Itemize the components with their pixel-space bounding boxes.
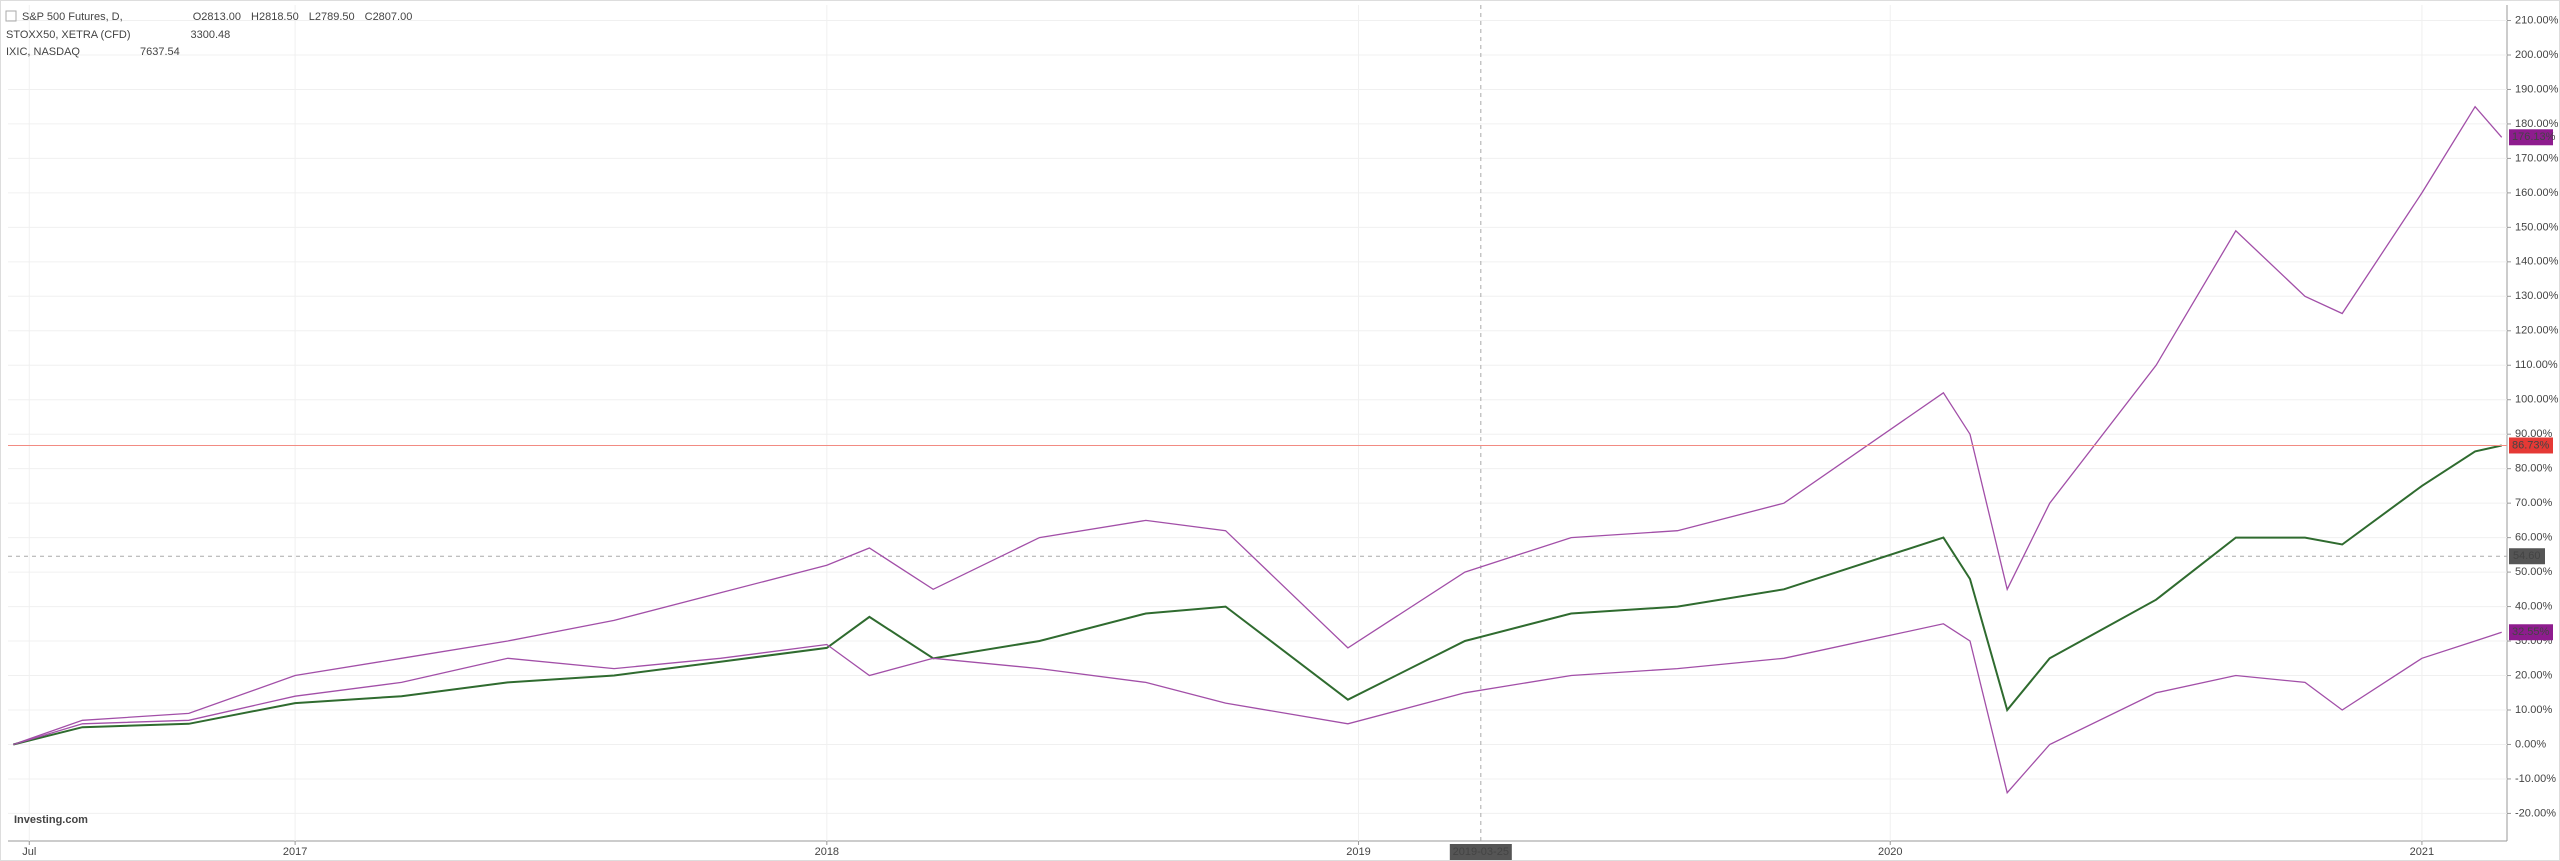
ohlc-value: L2789.50 bbox=[309, 11, 355, 23]
series-line bbox=[13, 105, 2503, 746]
ohlc-value: C2807.00 bbox=[365, 11, 413, 23]
y-tick-label: 10.00% bbox=[2515, 704, 2553, 716]
x-tick-label: Jul bbox=[22, 846, 36, 858]
price-tag-label: 176.13% bbox=[2512, 131, 2556, 143]
ohlc-value: O2813.00 bbox=[193, 11, 241, 23]
y-tick-label: 90.00% bbox=[2515, 428, 2553, 440]
crosshair-x-tag bbox=[1449, 844, 1512, 860]
y-tick-label: 50.00% bbox=[2515, 566, 2553, 578]
y-tick-label: -20.00% bbox=[2515, 807, 2556, 819]
toggle bbox=[5, 10, 17, 22]
y-tick-label: 80.00% bbox=[2515, 463, 2553, 475]
crosshair-y-tag bbox=[2509, 548, 2545, 565]
y-tick-label: 40.00% bbox=[2515, 600, 2553, 612]
price-tag-label: 32.55% bbox=[2512, 626, 2550, 638]
x-tick-label: 2020 bbox=[1878, 846, 1902, 858]
y-tick-label: -10.00% bbox=[2515, 773, 2556, 785]
y-tick-label: 170.00% bbox=[2515, 152, 2559, 164]
series-line bbox=[13, 444, 2502, 746]
price-tag bbox=[2509, 437, 2553, 454]
x-tick-label: 2018 bbox=[815, 846, 839, 858]
y-tick-label: 110.00% bbox=[2515, 359, 2558, 371]
y-tick-label: 200.00% bbox=[2515, 49, 2559, 61]
x-tick-label: 2017 bbox=[283, 846, 307, 858]
y-tick-label: 0.00% bbox=[2515, 738, 2546, 750]
x-tick-label: 2019 bbox=[1346, 846, 1370, 858]
y-tick-label: 120.00% bbox=[2515, 325, 2559, 337]
compare-quote: 3300.48 bbox=[191, 29, 231, 41]
logo: Investing.com bbox=[14, 814, 88, 826]
y-tick-label: 210.00% bbox=[2515, 14, 2559, 26]
x-tick-label: 2021 bbox=[2410, 846, 2434, 858]
crosshair-y-label: 54.60 bbox=[2513, 550, 2541, 562]
y-tick-label: 130.00% bbox=[2515, 290, 2559, 302]
y-tick-label: 60.00% bbox=[2515, 532, 2553, 544]
y-tick-label: 180.00% bbox=[2515, 118, 2559, 130]
price-tag-label: 86.73% bbox=[2512, 439, 2550, 451]
y-tick-label: 20.00% bbox=[2515, 669, 2553, 681]
y-tick-label: 70.00% bbox=[2515, 497, 2553, 509]
ohlc-value: H2818.50 bbox=[251, 11, 299, 23]
compare-quote: 7637.54 bbox=[140, 46, 180, 58]
price-tag bbox=[2509, 129, 2553, 146]
y-tick-label: 100.00% bbox=[2515, 394, 2559, 406]
series-line bbox=[13, 623, 2502, 795]
compare-name: STOXX50, XETRA (CFD) bbox=[6, 29, 131, 41]
y-tick-label: 150.00% bbox=[2515, 221, 2559, 233]
y-tick-label: 190.00% bbox=[2515, 83, 2559, 95]
y-tick-label: 140.00% bbox=[2515, 256, 2559, 268]
price-tag bbox=[2509, 624, 2553, 641]
y-tick-label: 160.00% bbox=[2515, 187, 2559, 199]
crosshair-x-label: 2019-03-25 bbox=[1453, 846, 1509, 858]
compare-name: IXIC, NASDAQ bbox=[6, 46, 80, 58]
symbol-title: S&P 500 Futures, D, bbox=[22, 11, 123, 23]
